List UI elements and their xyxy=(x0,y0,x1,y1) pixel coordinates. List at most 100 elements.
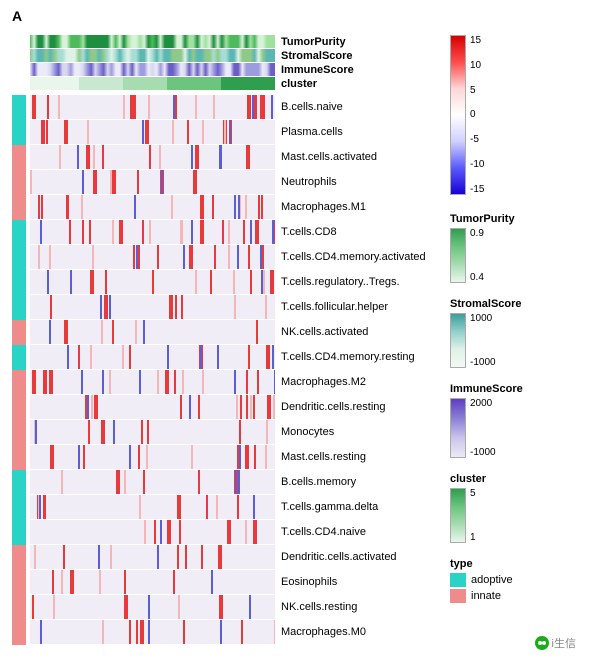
heatmap-row xyxy=(30,370,275,394)
heatmap-row xyxy=(30,520,275,544)
annotation-bar-ImmuneScore xyxy=(30,63,275,76)
type-legend-items: adoptive innate xyxy=(450,573,580,603)
heatmap-row xyxy=(30,270,275,294)
row-label: T.cells.CD8 xyxy=(281,220,435,244)
legend-bar xyxy=(450,228,466,283)
scale-tick: -5 xyxy=(470,134,484,145)
annotation-label: cluster xyxy=(281,77,435,91)
row-label: Dendritic.cells.resting xyxy=(281,395,435,419)
legend-tick: -1000 xyxy=(470,447,496,458)
legend-ticks: 51 xyxy=(466,488,476,543)
annotation-legends: TumorPurity0.90.4StromalScore1000-1000Im… xyxy=(450,213,580,543)
row-type-sidebar xyxy=(12,91,26,645)
row-label: Mast.cells.resting xyxy=(281,445,435,469)
scale-tick: -10 xyxy=(470,159,484,170)
type-segment xyxy=(12,470,26,545)
heatmap-row xyxy=(30,420,275,444)
row-label: T.cells.follicular.helper xyxy=(281,295,435,319)
type-segment xyxy=(12,145,26,220)
row-label: T.cells.CD4.memory.resting xyxy=(281,345,435,369)
heatmap-row xyxy=(30,320,275,344)
type-label: innate xyxy=(471,590,501,602)
legend-title: StromalScore xyxy=(450,298,580,310)
legend-bar xyxy=(450,488,466,543)
row-label: T.cells.gamma.delta xyxy=(281,495,435,519)
legend-tick: 0.4 xyxy=(470,272,484,283)
row-label: B.cells.memory xyxy=(281,470,435,494)
heatmap-row xyxy=(30,470,275,494)
heatmap-row xyxy=(30,495,275,519)
type-legend-item: innate xyxy=(450,589,580,603)
row-labels: B.cells.naivePlasma.cellsMast.cells.acti… xyxy=(275,91,435,645)
row-label: NK.cells.activated xyxy=(281,320,435,344)
legend-bar xyxy=(450,313,466,368)
type-segment xyxy=(12,95,26,145)
row-label: Neutrophils xyxy=(281,170,435,194)
row-label: B.cells.naive xyxy=(281,95,435,119)
row-label: Dendritic.cells.activated xyxy=(281,545,435,569)
legend-tick: -1000 xyxy=(470,357,496,368)
legend-StromalScore: StromalScore 1000 -1000 xyxy=(450,298,580,368)
type-segment xyxy=(12,320,26,345)
legend-ticks: 2000 -1000 xyxy=(466,398,496,458)
color-scale-bar xyxy=(450,35,466,195)
heatmap-row xyxy=(30,570,275,594)
legend-ImmuneScore: ImmuneScore2000-1000 xyxy=(450,383,580,458)
type-legend-item: adoptive xyxy=(450,573,580,587)
legend-ticks: 0.9 0.4 xyxy=(466,228,484,283)
heatmap-body xyxy=(30,91,275,645)
row-label: Macrophages.M1 xyxy=(281,195,435,219)
heatmap-row xyxy=(30,595,275,619)
watermark-text: i生信 xyxy=(552,635,576,651)
heatmap-row xyxy=(30,120,275,144)
annotation-bar-StromalScore xyxy=(30,49,275,62)
type-swatch xyxy=(450,589,466,603)
type-segment xyxy=(12,370,26,470)
heatmap-row xyxy=(30,195,275,219)
row-label: Macrophages.M2 xyxy=(281,370,435,394)
legend-cluster: cluster51 xyxy=(450,473,580,543)
row-label: T.cells.regulatory..Tregs. xyxy=(281,270,435,294)
scale-tick: 10 xyxy=(470,60,484,71)
annotation-label: StromalScore xyxy=(281,49,435,63)
legend-ticks: 1000 -1000 xyxy=(466,313,496,368)
row-label: Monocytes xyxy=(281,420,435,444)
heatmap-row xyxy=(30,95,275,119)
row-label: Eosinophils xyxy=(281,570,435,594)
heatmap-row xyxy=(30,395,275,419)
main-color-scale: 15 10 5 0 -5 -10 -15 xyxy=(450,35,580,195)
row-label: Mast.cells.activated xyxy=(281,145,435,169)
legend-title: TumorPurity xyxy=(450,213,580,225)
type-segment xyxy=(12,345,26,370)
legend-tick: 0.9 xyxy=(470,228,484,239)
legend-tick: 1000 xyxy=(470,313,496,324)
scale-tick: 0 xyxy=(470,109,484,120)
heatmap-row xyxy=(30,545,275,569)
top-annotation-bars xyxy=(30,35,275,91)
row-label: T.cells.CD4.memory.activated xyxy=(281,245,435,269)
annotation-label: ImmuneScore xyxy=(281,63,435,77)
heatmap-row xyxy=(30,145,275,169)
type-label: adoptive xyxy=(471,574,513,586)
heatmap-row xyxy=(30,345,275,369)
scale-tick: 15 xyxy=(470,35,484,46)
scale-tick: -15 xyxy=(470,184,484,195)
legend-bar xyxy=(450,398,466,458)
type-segment xyxy=(12,220,26,320)
row-label: Plasma.cells xyxy=(281,120,435,144)
legend-tick: 2000 xyxy=(470,398,496,409)
row-label: T.cells.CD4.naive xyxy=(281,520,435,544)
heatmap-row xyxy=(30,620,275,644)
legend-column: 15 10 5 0 -5 -10 -15 TumorPurity 0.9 0.4 StromalS… xyxy=(450,35,580,618)
scale-tick: 5 xyxy=(470,85,484,96)
annotation-label: TumorPurity xyxy=(281,35,435,49)
type-legend: type adoptive innate xyxy=(450,558,580,603)
panel-label: A xyxy=(12,8,22,24)
type-legend-title: type xyxy=(450,558,580,570)
row-label: NK.cells.resting xyxy=(281,595,435,619)
type-swatch xyxy=(450,573,466,587)
row-label: Macrophages.M0 xyxy=(281,620,435,644)
top-annotation-labels: TumorPurityStromalScoreImmuneScorecluste… xyxy=(275,35,435,91)
color-scale-ticks: 15 10 5 0 -5 -10 -15 xyxy=(466,35,484,195)
heatmap-row xyxy=(30,170,275,194)
